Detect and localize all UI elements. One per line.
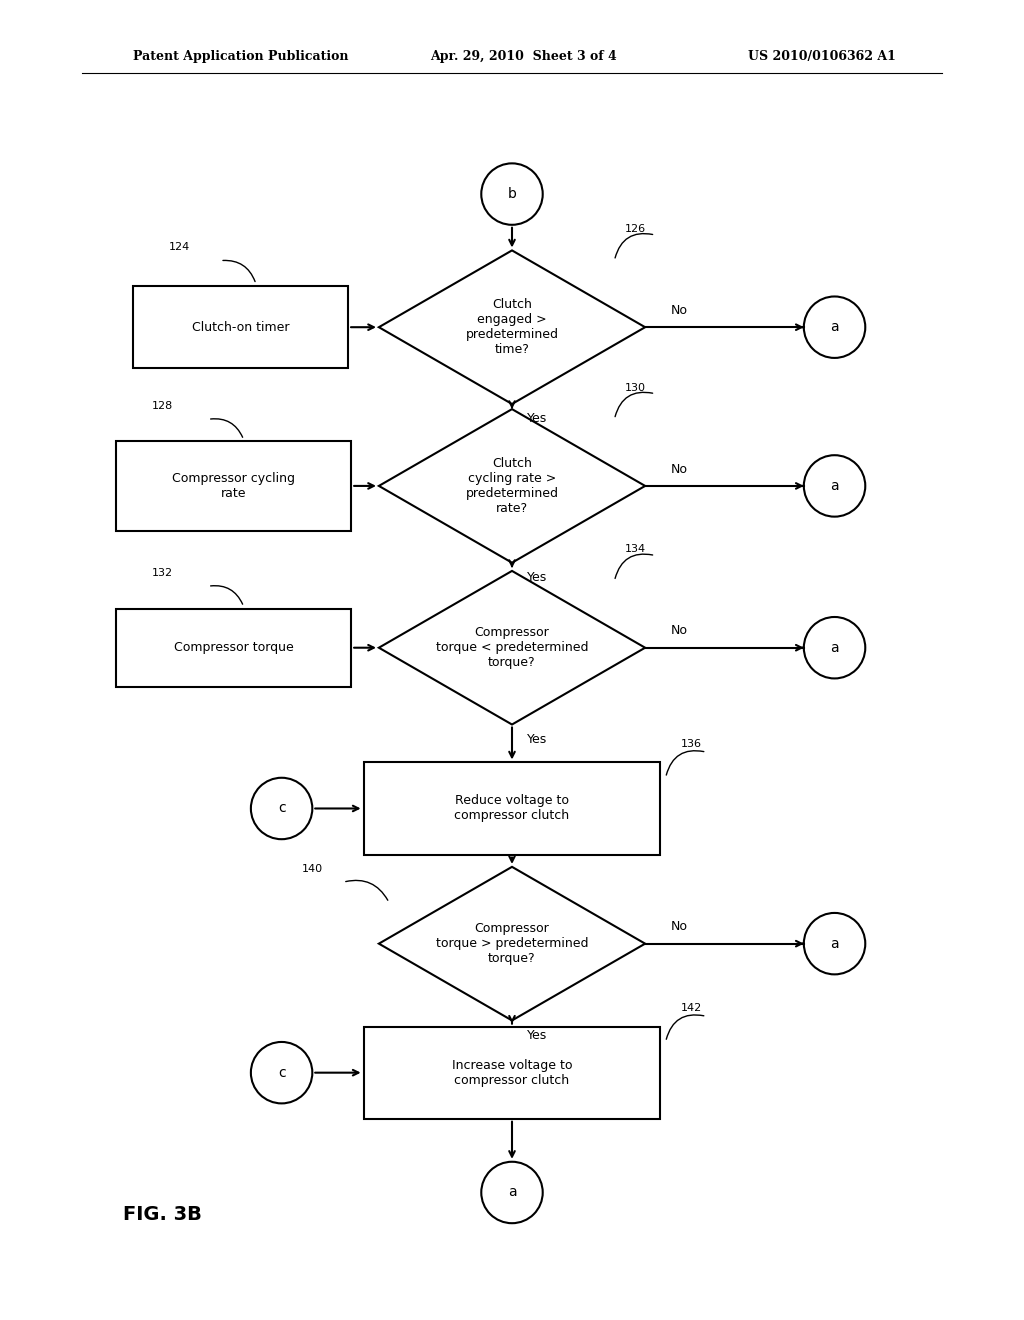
Text: 128: 128 xyxy=(152,401,173,411)
Text: Compressor torque: Compressor torque xyxy=(174,642,293,655)
Text: Yes: Yes xyxy=(527,733,548,746)
Text: 124: 124 xyxy=(169,243,190,252)
Text: Clutch
engaged >
predetermined
time?: Clutch engaged > predetermined time? xyxy=(466,298,558,356)
Text: 136: 136 xyxy=(681,739,702,748)
Text: a: a xyxy=(830,640,839,655)
Text: a: a xyxy=(830,479,839,492)
Text: No: No xyxy=(671,624,688,638)
Text: Clutch
cycling rate >
predetermined
rate?: Clutch cycling rate > predetermined rate… xyxy=(466,457,558,515)
Text: Yes: Yes xyxy=(527,572,548,585)
Text: Compressor
torque < predetermined
torque?: Compressor torque < predetermined torque… xyxy=(436,626,588,669)
Text: a: a xyxy=(830,321,839,334)
Text: No: No xyxy=(671,462,688,475)
Text: 130: 130 xyxy=(625,383,646,392)
Text: Increase voltage to
compressor clutch: Increase voltage to compressor clutch xyxy=(452,1059,572,1086)
Text: Yes: Yes xyxy=(527,1028,548,1041)
Text: c: c xyxy=(278,1065,286,1080)
Text: c: c xyxy=(278,801,286,816)
Text: a: a xyxy=(830,937,839,950)
Text: Apr. 29, 2010  Sheet 3 of 4: Apr. 29, 2010 Sheet 3 of 4 xyxy=(430,50,616,63)
Text: No: No xyxy=(671,920,688,933)
Text: No: No xyxy=(671,304,688,317)
Text: b: b xyxy=(508,187,516,201)
Text: 134: 134 xyxy=(625,544,646,554)
Text: Yes: Yes xyxy=(527,412,548,425)
Text: Reduce voltage to
compressor clutch: Reduce voltage to compressor clutch xyxy=(455,795,569,822)
Text: US 2010/0106362 A1: US 2010/0106362 A1 xyxy=(748,50,895,63)
Bar xyxy=(116,609,351,686)
Text: Compressor cycling
rate: Compressor cycling rate xyxy=(172,473,295,500)
Text: Clutch-on timer: Clutch-on timer xyxy=(191,321,290,334)
Text: 126: 126 xyxy=(625,224,646,234)
Text: 132: 132 xyxy=(152,568,173,578)
Text: a: a xyxy=(508,1185,516,1200)
Bar xyxy=(364,763,660,854)
Text: Patent Application Publication: Patent Application Publication xyxy=(133,50,348,63)
Text: 140: 140 xyxy=(302,865,324,874)
Text: FIG. 3B: FIG. 3B xyxy=(123,1205,202,1224)
Bar xyxy=(364,1027,660,1119)
Bar xyxy=(133,286,348,368)
Bar xyxy=(116,441,351,531)
Text: Compressor
torque > predetermined
torque?: Compressor torque > predetermined torque… xyxy=(436,923,588,965)
Text: 142: 142 xyxy=(681,1003,702,1014)
